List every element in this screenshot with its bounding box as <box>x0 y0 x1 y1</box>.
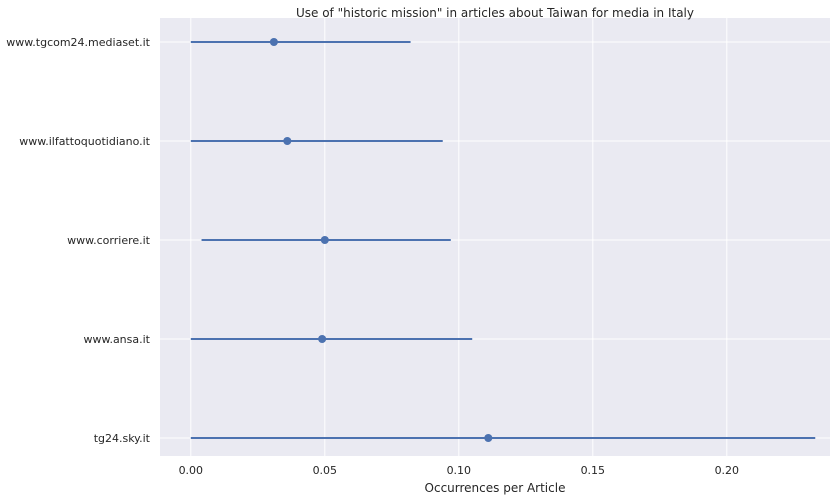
x-axis-label: Occurrences per Article <box>425 481 566 495</box>
plot-area <box>160 18 830 456</box>
data-point <box>269 38 278 46</box>
chart-title: Use of "historic mission" in articles ab… <box>296 6 694 20</box>
y-tick-label: www.corriere.it <box>67 234 151 247</box>
x-tick-label: 0.10 <box>447 464 472 477</box>
data-marks <box>190 38 816 442</box>
data-point <box>283 137 292 145</box>
x-tick-label: 0.20 <box>715 464 740 477</box>
y-tick-label: www.ansa.it <box>83 333 150 346</box>
tick-labels: 0.00 0.05 0.10 0.15 0.20 www.tgcom24.mediaset… <box>6 36 739 477</box>
x-tick-label: 0.15 <box>581 464 606 477</box>
data-point <box>484 434 493 442</box>
y-tick-label: www.ilfattoquotidiano.it <box>19 135 150 148</box>
y-tick-label: www.tgcom24.mediaset.it <box>6 36 150 49</box>
x-tick-label: 0.00 <box>179 464 204 477</box>
data-point <box>320 236 329 244</box>
y-tick-label: tg24.sky.it <box>94 432 151 445</box>
data-point <box>318 335 327 343</box>
x-tick-label: 0.05 <box>313 464 338 477</box>
